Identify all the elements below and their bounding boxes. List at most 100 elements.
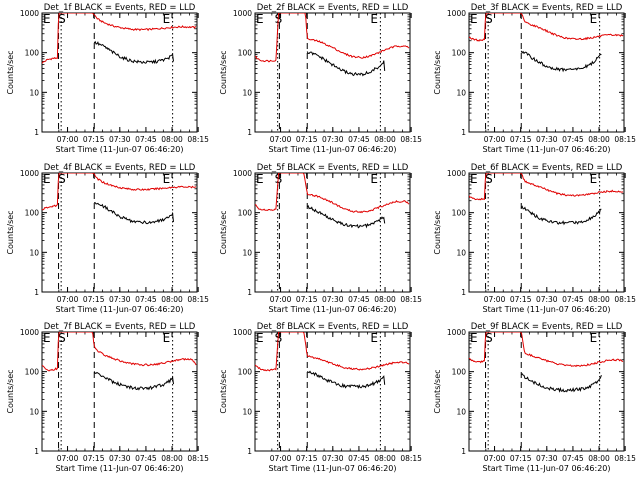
x-tick-label: 08:00 [161,295,183,304]
series-line-lld [42,13,197,64]
x-tick-label: 07:00 [57,295,79,304]
x-tick-label: 07:45 [562,135,584,144]
x-tick-label: 08:15 [400,454,422,463]
y-axis-label: Counts/sec [6,50,15,94]
x-tick-label: 07:15 [296,295,318,304]
marker-label-e-start: E [43,172,51,186]
marker-label-e-start: E [43,331,51,345]
x-tick-label: 07:00 [57,454,79,463]
x-tick-label: 08:15 [187,135,209,144]
x-tick-label: 07:15 [296,135,318,144]
y-axis-label: Counts/sec [433,369,442,413]
series-line-lld [42,332,197,372]
series-line-lld [255,173,410,214]
marker-label-e-start: E [470,12,478,26]
panel-title: Det_1f BLACK = Events, RED = LLD [44,3,196,13]
x-tick-label: 07:00 [484,454,506,463]
marker-label-e-end: E [370,331,378,345]
marker-label-e-start: E [256,172,264,186]
x-tick-label: 08:15 [187,295,209,304]
panel-det-1: Det_1f BLACK = Events, RED = LLD 1 10 100 10… [6,3,209,154]
y-axis-label: Counts/sec [433,210,442,254]
y-tick-label: 100 [25,209,40,218]
series-line-events [306,204,386,229]
y-tick-label: 10 [29,407,39,416]
y-tick-label: 10 [456,407,466,416]
panel-det-3: Det_3f BLACK = Events, RED = LLD 1 10 100 10… [433,3,636,154]
y-tick-label: 1000 [20,328,39,337]
y-tick-label: 100 [238,49,253,58]
x-tick-label: 08:00 [374,135,396,144]
marker-label-s: S [485,172,493,186]
panel-det-6: Det_6f BLACK = Events, RED = LLD 1 10 100 10… [433,163,636,314]
marker-label-e-start: E [43,12,51,26]
x-tick-label: 08:15 [400,135,422,144]
x-tick-label: 07:00 [270,454,292,463]
y-tick-label: 10 [242,88,252,97]
y-tick-label: 100 [452,368,467,377]
series-line-lld [255,332,410,372]
plot-frame [468,172,625,293]
y-tick-label: 10 [456,88,466,97]
plot-frame [254,12,411,133]
x-tick-label: 07:45 [348,454,370,463]
x-tick-label: 07:15 [510,135,532,144]
x-tick-label: 07:00 [57,135,79,144]
plot-frame [41,12,198,133]
marker-label-e-end: E [163,331,171,345]
x-tick-label: 08:00 [161,135,183,144]
y-tick-label: 1000 [233,9,252,18]
plot-frame [41,172,198,293]
y-tick-label: 1000 [233,328,252,337]
marker-label-e-end: E [370,172,378,186]
x-tick-label: 08:00 [588,135,610,144]
panel-det-4: Det_4f BLACK = Events, RED = LLD 1 10 100 10… [6,163,209,314]
series-line-lld [255,13,410,63]
x-axis-label: Start Time (11-Jun-07 06:46:20) [269,145,397,154]
series-line-lld [469,173,624,201]
y-axis-label: Counts/sec [219,210,228,254]
series-line-events [520,50,602,73]
series-line-events [306,51,386,77]
plot-frame [41,331,198,452]
panel-det-8: Det_8f BLACK = Events, RED = LLD 1 10 100 10… [219,322,422,473]
x-tick-label: 07:15 [83,454,105,463]
x-tick-label: 07:00 [270,295,292,304]
x-tick-label: 07:45 [562,454,584,463]
marker-label-e-end: E [590,331,598,345]
panel-det-5: Det_5f BLACK = Events, RED = LLD 1 10 100 10… [219,163,422,314]
x-tick-label: 07:45 [348,135,370,144]
series-line-events [94,202,174,225]
marker-label-e-end: E [590,12,598,26]
plot-frame [254,331,411,452]
x-tick-label: 07:00 [484,135,506,144]
y-tick-label: 100 [25,49,40,58]
y-tick-label: 1 [247,447,252,456]
y-tick-label: 1 [247,288,252,297]
y-tick-label: 1000 [20,9,39,18]
x-tick-label: 07:15 [510,454,532,463]
marker-label-e-start: E [256,331,264,345]
x-tick-label: 07:45 [135,135,157,144]
panel-title: Det_7f BLACK = Events, RED = LLD [44,322,196,332]
x-tick-label: 07:00 [484,295,506,304]
y-tick-label: 1 [34,288,39,297]
y-tick-label: 1 [461,447,466,456]
marker-label-e-start: E [470,172,478,186]
x-tick-label: 08:00 [374,454,396,463]
x-tick-label: 08:15 [400,295,422,304]
panel-title: Det_9f BLACK = Events, RED = LLD [471,322,623,332]
marker-label-s: S [58,331,66,345]
x-tick-label: 07:15 [83,295,105,304]
x-tick-label: 08:15 [614,295,636,304]
y-axis-label: Counts/sec [6,210,15,254]
series-line-lld [469,332,624,368]
x-tick-label: 07:45 [135,295,157,304]
x-tick-label: 08:15 [187,454,209,463]
panel-title: Det_5f BLACK = Events, RED = LLD [257,163,409,173]
x-tick-label: 07:30 [109,135,131,144]
y-tick-label: 100 [238,368,253,377]
marker-label-s: S [485,12,493,26]
x-tick-label: 07:45 [562,295,584,304]
y-axis-label: Counts/sec [433,50,442,94]
